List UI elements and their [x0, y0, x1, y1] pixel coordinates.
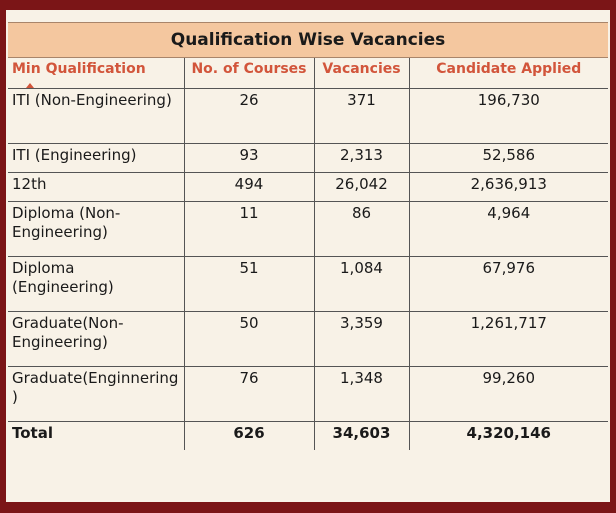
cell: 371 [313, 88, 410, 144]
table-row: Diploma (Engineering) 51 1,084 67,976 [8, 256, 609, 312]
panel: Qualification Wise Vacancies Min Qualifi… [6, 10, 610, 502]
cell: 1,348 [313, 366, 410, 422]
cell: 86 [313, 201, 410, 257]
column-header: Min Qualification [8, 57, 185, 89]
cell: 11 [183, 201, 315, 257]
cell: 494 [183, 172, 315, 202]
row-label: 12th [8, 172, 185, 202]
cell: 2,636,913 [408, 172, 609, 202]
table-row: 12th 494 26,042 2,636,913 [8, 172, 609, 202]
sort-arrow [26, 83, 34, 88]
cell: 93 [183, 143, 315, 173]
cell: 1,084 [313, 256, 410, 312]
table-row: ITI (Engineering) 93 2,313 52,586 [8, 143, 609, 173]
column-header: Vacancies [313, 57, 410, 89]
cell: 196,730 [408, 88, 609, 144]
cell: 99,260 [408, 366, 609, 422]
cell: 67,976 [408, 256, 609, 312]
table-row: Diploma (Non-Engineering) 11 86 4,964 [8, 201, 609, 257]
total-cell: 34,603 [313, 421, 410, 450]
cell: 26 [183, 88, 315, 144]
total-label: Total [8, 421, 185, 450]
vacancy-table: Qualification Wise Vacancies Min Qualifi… [8, 22, 609, 450]
column-header: Candidate Applied [408, 57, 609, 89]
row-label: ITI (Engineering) [8, 143, 185, 173]
header-row: Min Qualification No. of Courses Vacancies… [8, 57, 609, 89]
cell: 52,586 [408, 143, 609, 173]
row-label: Graduate(Non-Engineering) [8, 311, 185, 367]
table-row: Graduate(Enginnering) 76 1,348 99,260 [8, 366, 609, 422]
cell: 3,359 [313, 311, 410, 367]
cell: 4,964 [408, 201, 609, 257]
cell: 76 [183, 366, 315, 422]
table-title: Qualification Wise Vacancies [8, 22, 609, 58]
row-label: Graduate(Enginnering) [8, 366, 185, 422]
total-cell: 4,320,146 [408, 421, 609, 450]
column-header: No. of Courses [183, 57, 315, 89]
cell: 51 [183, 256, 315, 312]
row-label: ITI (Non-Engineering) [8, 88, 185, 144]
row-label: Diploma (Engineering) [8, 256, 185, 312]
cell: 50 [183, 311, 315, 367]
table-row: Graduate(Non-Engineering) 50 3,359 1,261,71… [8, 311, 609, 367]
cell: 1,261,717 [408, 311, 609, 367]
total-row: Total 626 34,603 4,320,146 [8, 421, 609, 450]
cell: 26,042 [313, 172, 410, 202]
row-label: Diploma (Non-Engineering) [8, 201, 185, 257]
cell: 2,313 [313, 143, 410, 173]
table-row: ITI (Non-Engineering) 26 371 196,730 [8, 88, 609, 144]
total-cell: 626 [183, 421, 315, 450]
